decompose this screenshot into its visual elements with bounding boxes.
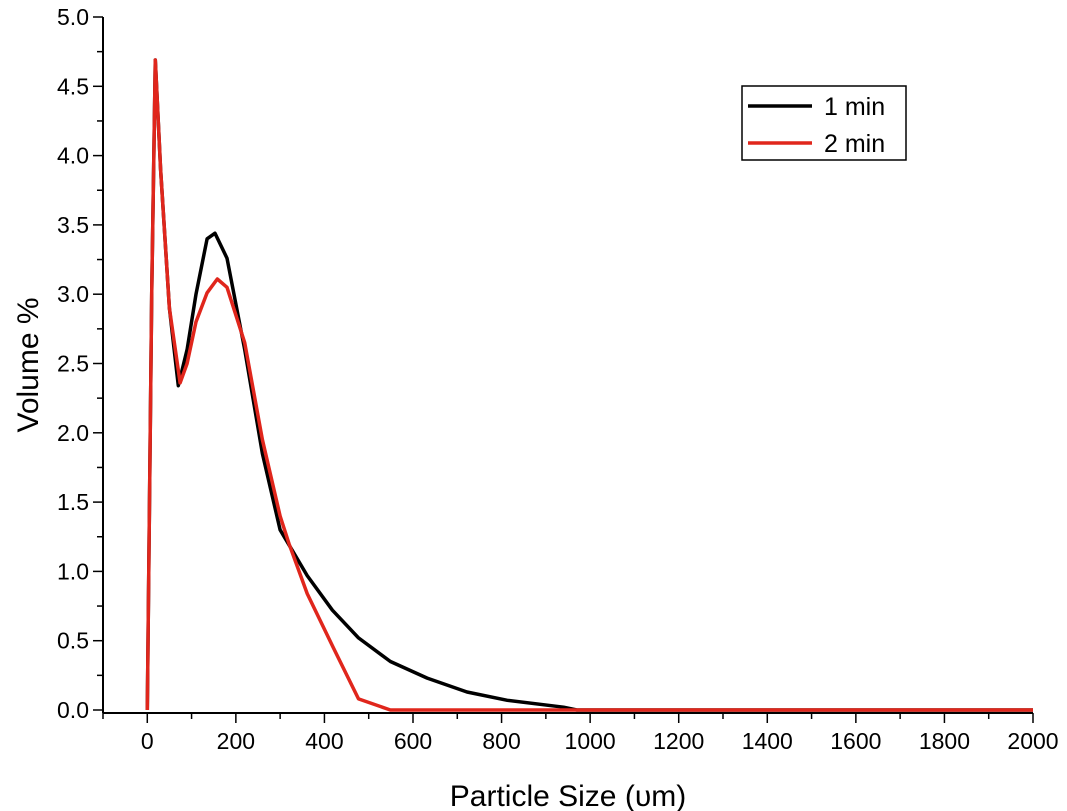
- y-tick-label: 1.5: [57, 489, 89, 515]
- x-tick-label: 200: [217, 728, 255, 754]
- x-axis-title: Particle Size (υm): [450, 780, 686, 811]
- x-tick-label: 1200: [653, 728, 704, 754]
- x-tick-label: 1600: [830, 728, 881, 754]
- legend: 1 min 2 min: [741, 85, 907, 161]
- y-tick-label: 5.0: [57, 4, 89, 30]
- x-tick-label: 800: [482, 728, 520, 754]
- y-tick-label: 0.0: [57, 697, 89, 723]
- y-tick-label: 2.0: [57, 420, 89, 446]
- y-tick-label: 1.0: [57, 558, 89, 584]
- legend-box: [741, 85, 907, 161]
- axes: 0 200 400 600 800 1000 1200 1400 1600 1800 2000 0.0…: [57, 4, 1059, 754]
- x-tick-label: 1800: [919, 728, 970, 754]
- y-tick-label: 4.5: [57, 73, 89, 99]
- y-tick-label: 3.0: [57, 281, 89, 307]
- series-line-2min: [145, 58, 1033, 712]
- x-tick-label: 2000: [1007, 728, 1058, 754]
- y-tick-label: 0.5: [57, 628, 89, 654]
- y-axis-title: Volume %: [12, 297, 45, 432]
- legend-label-2min: 2 min: [824, 130, 885, 158]
- x-tick-label: 600: [394, 728, 432, 754]
- series-lines: [145, 58, 1033, 712]
- x-tick-label: 1400: [742, 728, 793, 754]
- y-tick-label: 3.5: [57, 212, 89, 238]
- legend-label-1min: 1 min: [824, 93, 885, 121]
- x-tick-label: 0: [141, 728, 154, 754]
- x-tick-label: 1000: [565, 728, 616, 754]
- y-tick-label: 4.0: [57, 143, 89, 169]
- x-tick-label: 400: [305, 728, 343, 754]
- y-tick-label: 2.5: [57, 351, 89, 377]
